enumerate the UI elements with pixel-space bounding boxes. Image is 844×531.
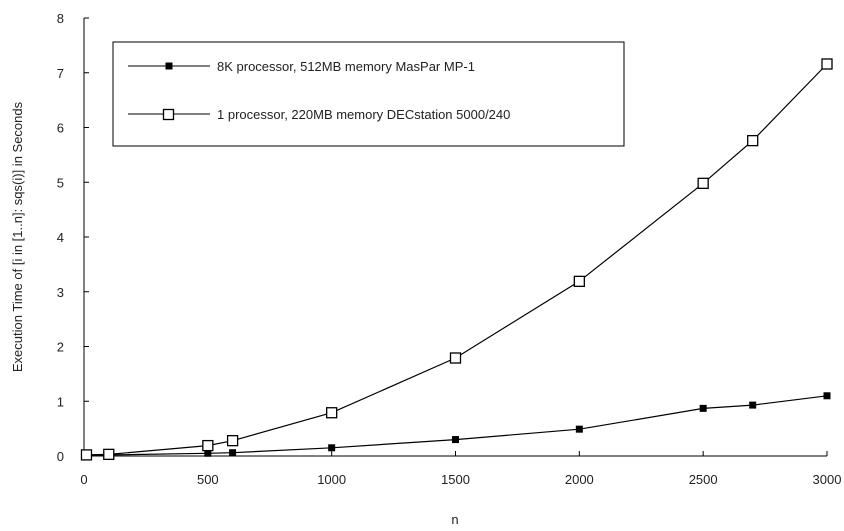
data-point bbox=[747, 134, 759, 147]
series-2 bbox=[80, 58, 833, 461]
data-point bbox=[697, 177, 709, 189]
y-tick-label: 8 bbox=[57, 11, 64, 26]
data-point bbox=[229, 449, 237, 457]
y-tick-label: 3 bbox=[57, 285, 64, 300]
y-tick-label: 5 bbox=[57, 175, 64, 190]
data-point bbox=[575, 425, 583, 433]
y-tick-label: 7 bbox=[57, 66, 64, 81]
x-tick-label: 1500 bbox=[441, 472, 470, 487]
data-point bbox=[326, 407, 338, 419]
x-tick-label: 0 bbox=[80, 472, 87, 487]
y-tick-label: 6 bbox=[57, 121, 64, 136]
y-tick-label: 1 bbox=[57, 394, 64, 409]
legend-marker-series-1 bbox=[165, 62, 173, 70]
x-axis-ticks: 0 500 1000 1500 2000 2500 3000 bbox=[80, 451, 841, 487]
y-axis-ticks: 0 1 2 3 4 5 6 7 8 bbox=[57, 11, 89, 464]
legend: 8K processor, 512MB memory MasPar MP-1 1… bbox=[112, 41, 625, 147]
x-tick-label: 3000 bbox=[813, 472, 842, 487]
data-point bbox=[80, 449, 93, 461]
x-tick-label: 1000 bbox=[317, 472, 346, 487]
data-point bbox=[452, 436, 459, 444]
legend-label-series-2: 1 processor, 220MB memory DECstation 500… bbox=[217, 107, 510, 122]
data-point bbox=[573, 275, 585, 287]
series-2-line bbox=[86, 63, 828, 456]
data-point bbox=[103, 448, 115, 461]
x-axis-title: n bbox=[451, 512, 458, 527]
x-tick-label: 2000 bbox=[565, 472, 594, 487]
series-layer bbox=[80, 58, 833, 461]
y-tick-label: 0 bbox=[57, 449, 64, 464]
series-1-line bbox=[86, 395, 828, 457]
data-point bbox=[449, 352, 462, 364]
x-tick-label: 2500 bbox=[689, 472, 718, 487]
legend-box bbox=[112, 41, 625, 147]
data-point bbox=[823, 392, 831, 400]
x-tick-label: 500 bbox=[197, 472, 219, 487]
y-axis-title: Execution Time of [i in [1..n]: sqs(i)] … bbox=[10, 101, 25, 372]
data-point bbox=[204, 449, 212, 457]
series-1 bbox=[82, 392, 831, 460]
legend-label-series-1: 8K processor, 512MB memory MasPar MP-1 bbox=[217, 59, 475, 74]
y-tick-label: 2 bbox=[57, 340, 64, 355]
data-point bbox=[699, 404, 707, 412]
y-tick-label: 4 bbox=[57, 230, 64, 245]
data-point bbox=[749, 401, 757, 409]
data-point bbox=[202, 439, 214, 452]
data-point bbox=[328, 444, 336, 452]
data-point bbox=[821, 58, 833, 70]
data-point bbox=[226, 435, 239, 447]
legend-marker-series-2 bbox=[162, 108, 175, 121]
